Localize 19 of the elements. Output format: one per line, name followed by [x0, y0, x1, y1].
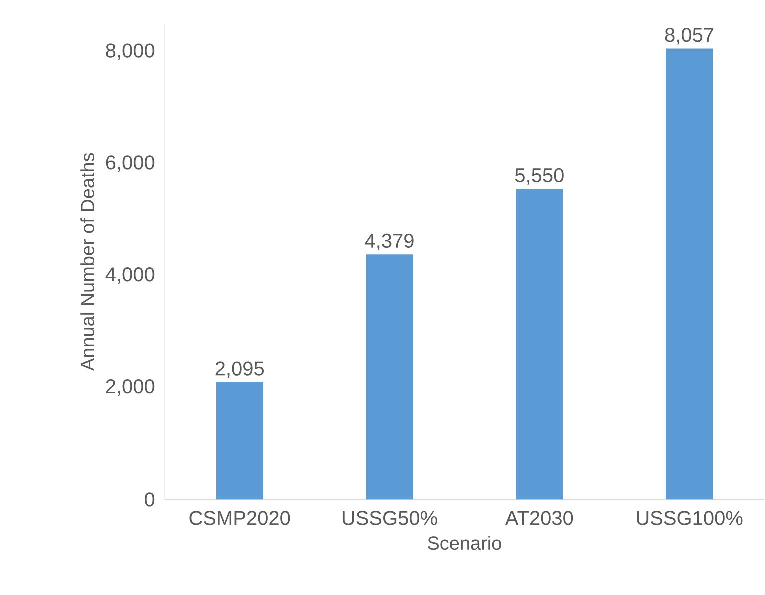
y-axis-title: Annual Number of Deaths: [80, 154, 95, 372]
x-tick-label: USSG50%: [342, 511, 438, 526]
bar: [366, 254, 414, 500]
data-label: 4,379: [365, 234, 414, 251]
x-axis-title: Scenario: [428, 536, 502, 550]
x-tick-label: CSMP2020: [190, 511, 290, 526]
y-tick-label: 2,000: [106, 380, 155, 396]
x-tick-label: AT2030: [505, 511, 574, 526]
y-tick-label: 4,000: [106, 268, 155, 284]
bar: [516, 189, 564, 500]
bar: [216, 382, 264, 500]
x-tick-label: USSG100%: [637, 511, 743, 526]
data-label: 5,550: [515, 168, 564, 186]
y-tick-label: 0: [145, 492, 155, 507]
bar: [666, 48, 714, 500]
data-label: 8,057: [665, 28, 714, 45]
data-label: 2,095: [216, 362, 264, 378]
y-tick-label: 6,000: [106, 156, 155, 172]
y-tick-label: 8,000: [106, 44, 155, 60]
